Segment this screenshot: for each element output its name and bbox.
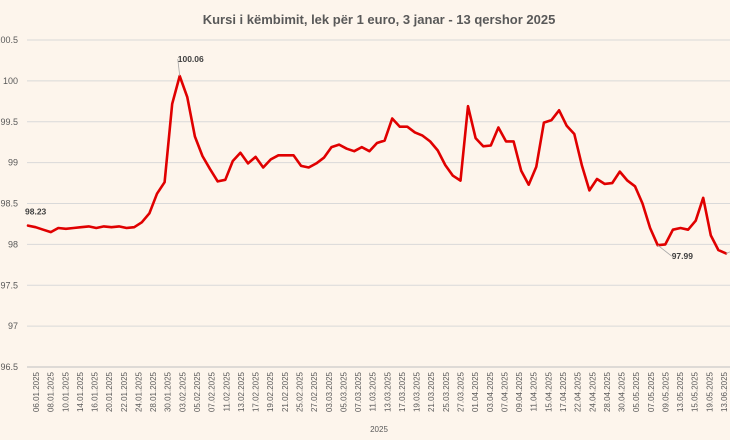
x-tick-label: 09.04.2025 bbox=[515, 371, 524, 412]
x-tick-label: 01.04.2025 bbox=[471, 371, 480, 412]
y-tick-label: 98 bbox=[8, 239, 18, 249]
series-layer bbox=[26, 74, 728, 255]
x-tick-label: 03.03.2025 bbox=[325, 371, 334, 412]
y-tick-label: 99.5 bbox=[0, 117, 18, 127]
x-tick-label: 27.03.2025 bbox=[457, 371, 466, 412]
x-tick-label: 20.01.2025 bbox=[105, 371, 114, 412]
x-tick-label: 17.03.2025 bbox=[398, 371, 407, 412]
y-tick-label: 99 bbox=[8, 158, 18, 168]
x-tick-label: 11.02.2025 bbox=[222, 371, 231, 411]
x-tick-label: 30.01.2025 bbox=[164, 371, 173, 412]
x-tick-label: 07.05.2025 bbox=[647, 371, 656, 412]
x-tick-label: 15.05.2025 bbox=[691, 371, 700, 412]
y-tick-label: 97.5 bbox=[0, 280, 18, 290]
x-tick-label: 13.06.2025 bbox=[720, 371, 729, 412]
x-tick-label: 05.05.2025 bbox=[632, 371, 641, 412]
x-tick-label: 16.01.2025 bbox=[91, 371, 100, 412]
x-tick-label: 03.02.2025 bbox=[178, 371, 187, 412]
x-tick-label: 22.04.2025 bbox=[574, 371, 583, 412]
x-tick-label: 24.01.2025 bbox=[134, 371, 143, 412]
x-tick-label: 17.04.2025 bbox=[559, 371, 568, 412]
x-tick-label: 24.04.2025 bbox=[588, 371, 597, 412]
y-tick-label: 100 bbox=[3, 76, 18, 86]
x-tick-label: 11.04.2025 bbox=[530, 371, 539, 411]
x-tick-label: 05.02.2025 bbox=[193, 371, 202, 412]
y-axis-ticks: 96.5 97 97.5 98 98.5 99 99.5 100 100.5 bbox=[0, 35, 18, 372]
x-tick-label: 15.04.2025 bbox=[544, 371, 553, 412]
x-tick-label: 06.01.2025 bbox=[32, 371, 41, 412]
data-label-leader bbox=[657, 244, 672, 257]
x-tick-label: 14.01.2025 bbox=[76, 371, 85, 412]
x-tick-label: 11.03.2025 bbox=[369, 371, 378, 411]
y-tick-label: 100.5 bbox=[0, 35, 18, 45]
data-label: 100.06 bbox=[178, 54, 204, 64]
x-tick-label: 30.04.2025 bbox=[618, 371, 627, 412]
x-tick-label: 28.04.2025 bbox=[603, 371, 612, 412]
x-tick-label: 21.02.2025 bbox=[281, 371, 290, 412]
x-tick-label: 17.02.2025 bbox=[252, 371, 261, 412]
data-label: 98.23 bbox=[25, 207, 47, 217]
x-tick-label: 13.03.2025 bbox=[383, 371, 392, 412]
x-tick-label: 07.04.2025 bbox=[500, 371, 509, 412]
data-label-leader bbox=[725, 251, 730, 254]
x-tick-label: 25.02.2025 bbox=[295, 371, 304, 412]
x-axis-ticks: 06.01.2025 08.01.2025 10.01.2025 14.01.2025… bbox=[32, 371, 729, 412]
series-line bbox=[26, 74, 728, 255]
y-tick-label: 96.5 bbox=[0, 362, 18, 372]
x-tick-label: 25.03.2025 bbox=[442, 371, 451, 412]
chart-title: Kursi i këmbimit, lek për 1 euro, 3 jana… bbox=[203, 12, 556, 27]
data-label: 97.99 bbox=[672, 251, 694, 261]
x-tick-label: 09.05.2025 bbox=[661, 371, 670, 412]
x-tick-label: 28.01.2025 bbox=[149, 371, 158, 412]
x-tick-label: 05.03.2025 bbox=[339, 371, 348, 412]
x-tick-label: 22.01.2025 bbox=[120, 371, 129, 412]
x-tick-label: 07.02.2025 bbox=[208, 371, 217, 412]
x-axis-label: 2025 bbox=[370, 425, 388, 434]
x-tick-label: 19.03.2025 bbox=[413, 371, 422, 412]
x-tick-label: 13.05.2025 bbox=[676, 371, 685, 412]
x-tick-label: 27.02.2025 bbox=[310, 371, 319, 412]
grid-lines bbox=[27, 39, 730, 327]
x-tick-label: 19.02.2025 bbox=[266, 371, 275, 412]
x-tick-label: 03.04.2025 bbox=[486, 371, 495, 412]
x-tick-label: 08.01.2025 bbox=[47, 371, 56, 412]
x-tick-label: 13.02.2025 bbox=[237, 371, 246, 412]
x-tick-label: 21.03.2025 bbox=[427, 371, 436, 412]
y-tick-label: 97 bbox=[8, 321, 18, 331]
data-label-leader bbox=[177, 58, 181, 77]
x-tick-label: 10.01.2025 bbox=[61, 371, 70, 412]
x-tick-label: 07.03.2025 bbox=[354, 371, 363, 412]
x-tick-label: 19.05.2025 bbox=[705, 371, 714, 412]
y-tick-label: 98.5 bbox=[0, 199, 18, 209]
